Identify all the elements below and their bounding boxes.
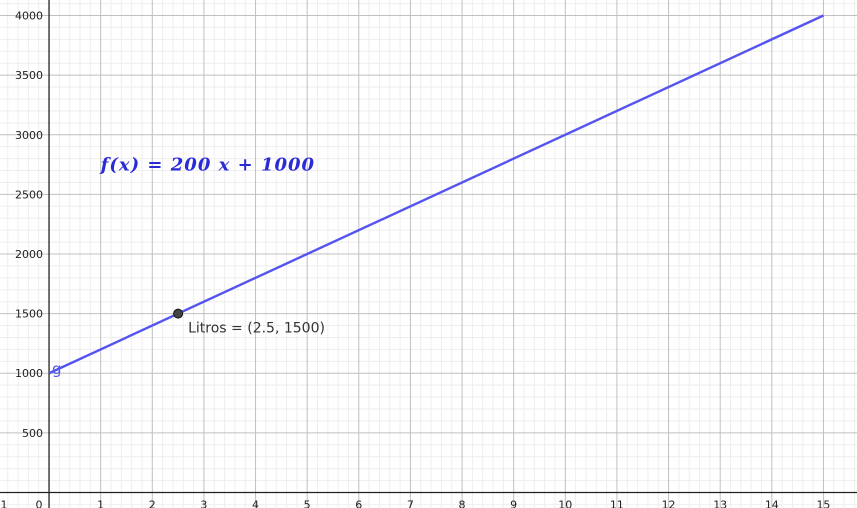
x-tick-labels: 0 1 2 3 4 5 6 7 8 9 10 11 12 13 14 151 [1, 498, 831, 508]
x-tick-label: 10 [558, 498, 572, 508]
x-tick-label: 2 [149, 498, 156, 508]
x-tick-label: 3 [200, 498, 207, 508]
y-tick-label: 3500 [15, 69, 43, 82]
x-tick-label: 0 [36, 498, 43, 508]
y-tick-label: 500 [22, 427, 43, 440]
point-litros[interactable] [173, 308, 184, 319]
series-name-label: g [52, 360, 62, 378]
x-tick-label: 11 [610, 498, 624, 508]
x-tick-label: 15 [816, 498, 830, 508]
y-tick-label: 2500 [15, 188, 43, 201]
x-tick-label: 5 [304, 498, 311, 508]
x-tick-label: 4 [252, 498, 259, 508]
x-tick-label: 7 [407, 498, 414, 508]
y-tick-label: 3000 [15, 129, 43, 142]
y-tick-label: 1500 [15, 308, 43, 321]
x-tick-label: 8 [459, 498, 466, 508]
y-tick-label: 1000 [15, 367, 43, 380]
x-tick-label: 14 [765, 498, 779, 508]
y-tick-labels: 500 1000 1500 2000 2500 3000 3500 4000 [15, 10, 43, 440]
point-label: Litros = (2.5, 1500) [188, 321, 325, 337]
x-tick-label: 13 [713, 498, 727, 508]
x-tick-label: 1 [1, 498, 8, 508]
x-tick-label: 1 [97, 498, 104, 508]
x-tick-label: 9 [510, 498, 517, 508]
function-formula: f(x) = 200 x + 1000 [99, 155, 315, 176]
y-tick-label: 4000 [15, 10, 43, 23]
x-tick-label: 6 [355, 498, 362, 508]
y-tick-label: 2000 [15, 248, 43, 261]
x-tick-label: 12 [662, 498, 676, 508]
